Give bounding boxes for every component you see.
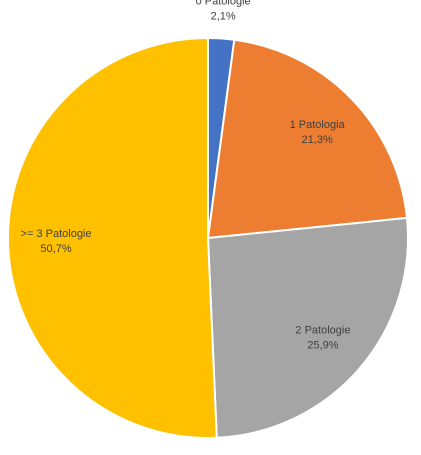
pie-slice <box>206 216 409 439</box>
slice-label: 0 Patologie <box>196 0 251 7</box>
slice-label: 1 Patologia <box>290 119 346 131</box>
slice-value-label: 21,3% <box>302 134 333 146</box>
slice-value-label: 25,9% <box>307 339 338 351</box>
pie-slice <box>206 38 409 240</box>
slice-label: 2 Patologie <box>295 324 350 336</box>
pie-slice <box>7 36 218 439</box>
slice-value-label: 2,1% <box>211 10 236 22</box>
slice-label: >= 3 Patologie <box>21 228 92 240</box>
slice-value-label: 50,7% <box>40 243 71 255</box>
